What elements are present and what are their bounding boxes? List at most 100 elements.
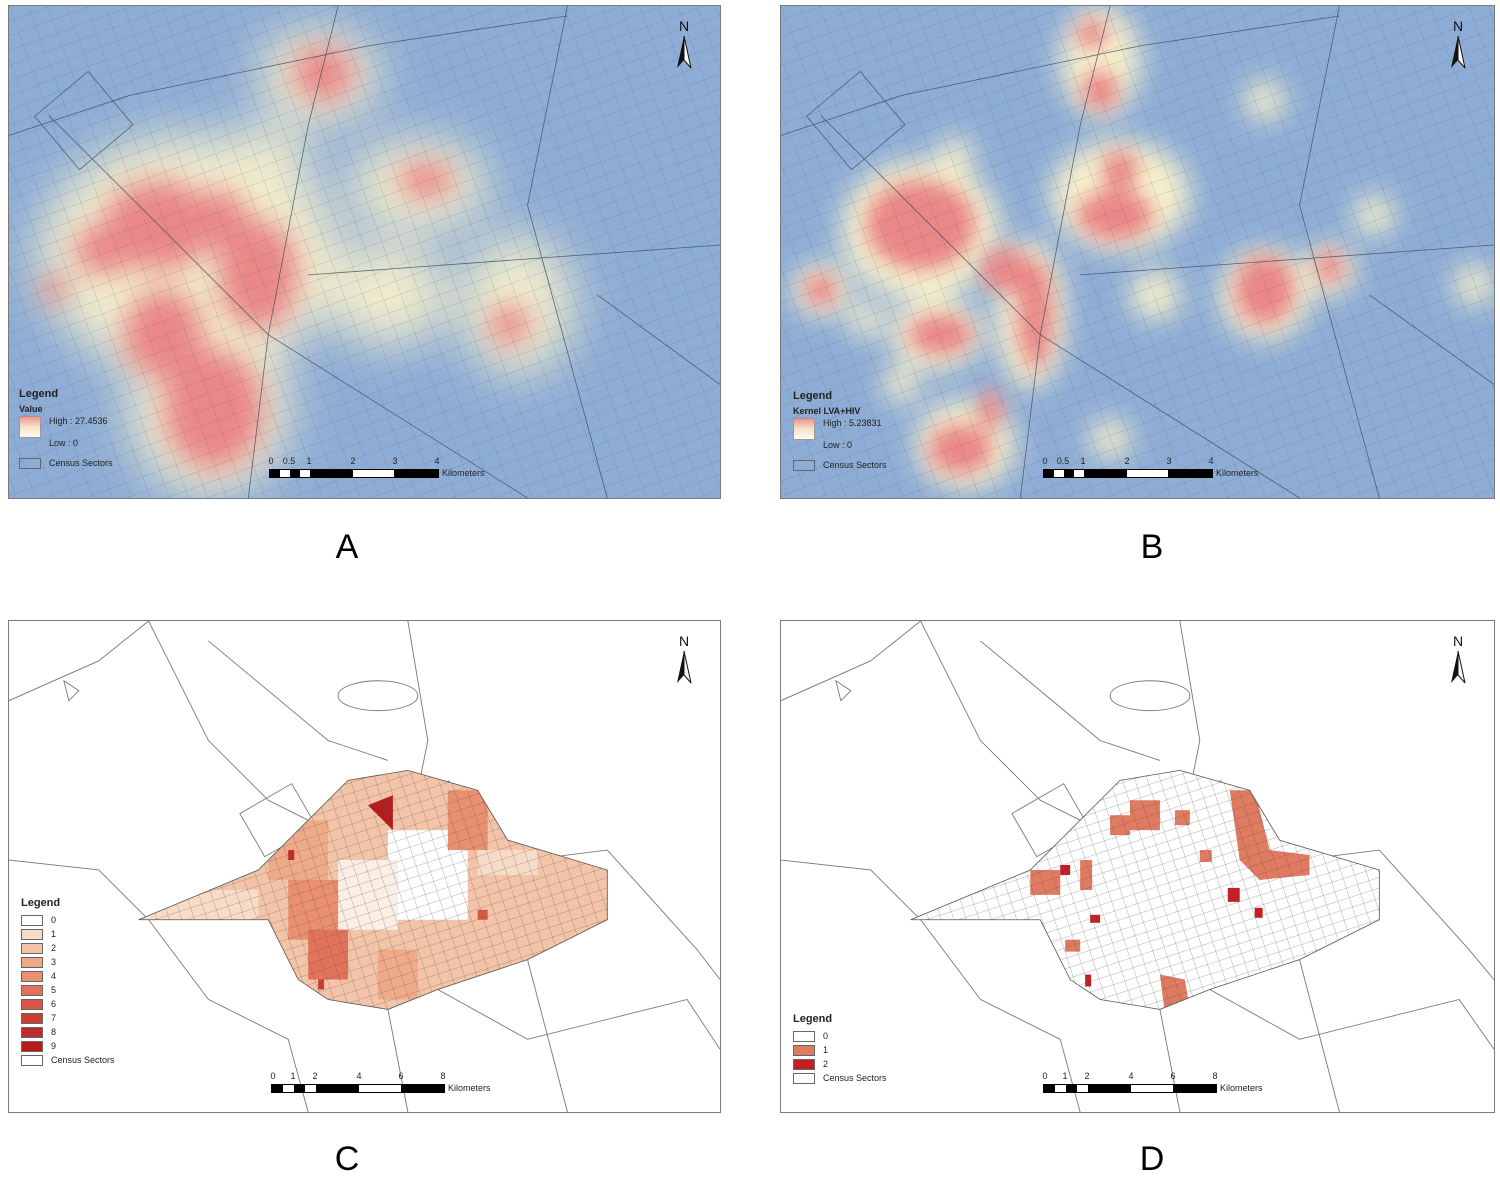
legend-low-label: Low : 0 <box>823 440 853 450</box>
panel-caption-c: C <box>334 1140 360 1178</box>
north-arrow-icon <box>677 650 692 684</box>
legend-class-row: 4 <box>21 969 115 983</box>
census-sector-lines <box>781 6 1494 498</box>
sector-choropleth <box>138 770 608 1010</box>
legend-title: Legend <box>793 390 833 402</box>
scale-tick: 1 <box>306 456 312 466</box>
scale-tick: 0 <box>1042 456 1048 466</box>
legend-sector-label: Census Sectors <box>823 1073 887 1083</box>
legend-class-swatch <box>21 984 43 996</box>
scale-tick: 1 <box>290 1071 296 1081</box>
legend: Legend 0 1 2 Census Sectors <box>793 1013 887 1085</box>
major-roads <box>781 6 1494 498</box>
legend-class-swatch <box>793 1058 815 1070</box>
scale-tick: 2 <box>1084 1071 1090 1081</box>
legend-variable: Value <box>19 404 43 414</box>
legend-class-row: 3 <box>21 955 115 969</box>
scale-tick: 4 <box>434 456 440 466</box>
legend-class-swatch <box>21 1026 43 1038</box>
scale-tick: 2 <box>312 1071 318 1081</box>
legend-sector-swatch <box>793 1072 815 1084</box>
legend-title: Legend <box>21 897 61 909</box>
north-arrow: N <box>669 633 699 685</box>
legend-class-row: 5 <box>21 983 115 997</box>
map-panel-a: N Legend Value High : 27.4536 Low : 0 Ce… <box>8 5 721 499</box>
scale-tick: 0.5 <box>1056 456 1070 466</box>
legend-class-row: 1 <box>21 927 115 941</box>
scale-bar: 0 1 2 4 6 8 Kilometers <box>1042 1071 1273 1101</box>
scale-tick: 4 <box>1208 456 1214 466</box>
legend-color-ramp <box>19 416 41 438</box>
legend-class-swatch <box>21 942 43 954</box>
legend-sector-swatch <box>21 1054 43 1066</box>
scale-bar-graphic <box>271 1084 445 1093</box>
scale-bar-graphic <box>1043 469 1213 478</box>
legend: Legend 0 1 2 3 4 5 6 7 8 9 Census Sectors <box>21 897 115 1067</box>
legend-sector-label: Census Sectors <box>823 460 887 470</box>
legend-class-label: 0 <box>823 1031 829 1041</box>
legend-class-row: 8 <box>21 1025 115 1039</box>
scale-bar-graphic <box>269 469 439 478</box>
scale-unit: Kilometers <box>1220 1083 1263 1093</box>
legend-class-row: 0 <box>793 1029 887 1043</box>
legend-class-swatch <box>21 998 43 1010</box>
legend-class-row: 2 <box>793 1057 887 1071</box>
scale-tick: 4 <box>1128 1071 1134 1081</box>
scale-tick: 8 <box>440 1071 446 1081</box>
north-arrow: N <box>669 18 699 70</box>
legend-class-label: 5 <box>51 985 57 995</box>
scale-tick: 2 <box>350 456 356 466</box>
legend-class-row: 1 <box>793 1043 887 1057</box>
map-panel-c: N Legend 0 1 2 3 4 5 6 7 8 9 Census Sectors 0 1 2… <box>8 620 721 1113</box>
north-label: N <box>678 633 690 649</box>
legend-sector-swatch <box>19 457 41 469</box>
north-arrow-icon <box>677 35 692 69</box>
study-area-boundary <box>138 769 608 1010</box>
map-panel-b: N Legend Kernel LVA+HIV High : 5.23831 L… <box>780 5 1495 499</box>
outer-sector-boundaries <box>9 621 720 1112</box>
sector-choropleth <box>910 770 1380 1010</box>
scale-unit: Kilometers <box>1216 468 1259 478</box>
study-area-boundary <box>910 769 1380 1010</box>
north-arrow: N <box>1443 18 1473 70</box>
census-sector-lines <box>9 6 720 498</box>
legend-sector-swatch <box>793 459 815 471</box>
scale-bar: 0 0.5 1 2 3 4 Kilometers <box>1042 456 1273 486</box>
legend-class-swatch <box>21 1012 43 1024</box>
legend: Legend Value High : 27.4536 Low : 0 Cens… <box>19 388 113 470</box>
legend-class-label: 0 <box>51 915 57 925</box>
panel-caption-b: B <box>1140 528 1164 566</box>
scale-tick: 4 <box>356 1071 362 1081</box>
legend-class-swatch <box>21 914 43 926</box>
scale-tick: 1 <box>1062 1071 1068 1081</box>
legend-class-label: 7 <box>51 1013 57 1023</box>
kernel-density-map-a <box>9 6 720 498</box>
kernel-density-map-b <box>781 6 1494 498</box>
legend-class-label: 2 <box>823 1059 829 1069</box>
scale-bar: 0 1 2 4 6 8 Kilometers <box>270 1071 501 1101</box>
legend: Legend Kernel LVA+HIV High : 5.23831 Low… <box>793 390 887 472</box>
choropleth-map-d <box>781 621 1494 1112</box>
legend-class-row: 0 <box>21 913 115 927</box>
map-panel-d: N Legend 0 1 2 Census Sectors 0 1 2 4 6 8 … <box>780 620 1495 1113</box>
legend-class-swatch <box>793 1030 815 1042</box>
legend-class-row: 6 <box>21 997 115 1011</box>
scale-tick: 3 <box>1166 456 1172 466</box>
legend-class-label: 1 <box>823 1045 829 1055</box>
legend-class-swatch <box>21 956 43 968</box>
legend-class-row: 9 <box>21 1039 115 1053</box>
north-label: N <box>1452 633 1464 649</box>
legend-class-label: 1 <box>51 929 57 939</box>
scale-bar: 0 0.5 1 2 3 4 Kilometers <box>268 456 499 486</box>
north-arrow: N <box>1443 633 1473 685</box>
scale-tick: 2 <box>1124 456 1130 466</box>
north-label: N <box>678 18 690 34</box>
legend-high-label: High : 5.23831 <box>823 418 882 428</box>
scale-tick: 3 <box>392 456 398 466</box>
legend-sector-label: Census Sectors <box>51 1055 115 1065</box>
scale-tick: 6 <box>398 1071 404 1081</box>
legend-class-label: 4 <box>51 971 57 981</box>
legend-class-swatch <box>21 970 43 982</box>
legend-class-label: 3 <box>51 957 57 967</box>
scale-tick: 6 <box>1170 1071 1176 1081</box>
